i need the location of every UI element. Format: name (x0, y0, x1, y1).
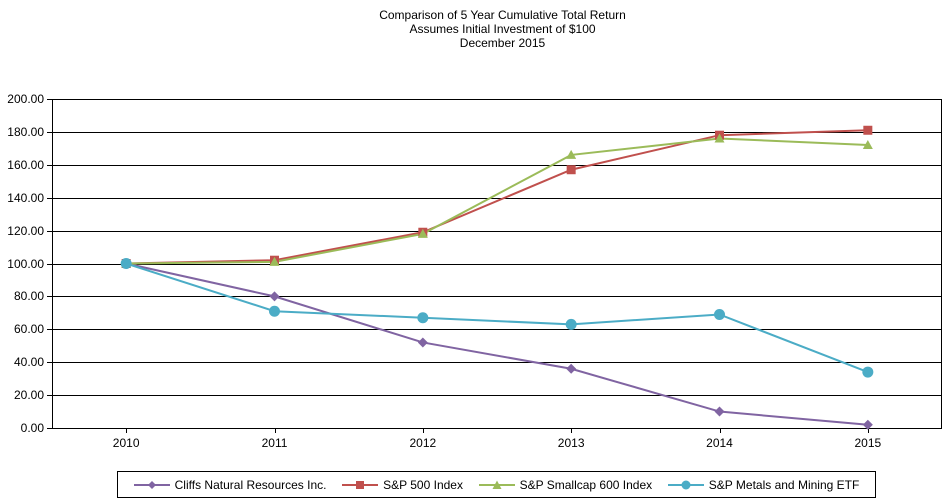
y-axis-tick-label: 160.00 (7, 157, 44, 172)
data-point-marker (714, 406, 725, 417)
data-point-marker (269, 305, 280, 317)
legend-item-label: S&P 500 Index (383, 477, 463, 492)
x-axis-tick-label: 2014 (706, 436, 733, 450)
legend-item-label: Cliffs Natural Resources Inc. (174, 477, 327, 492)
y-axis-tick-label: 120.00 (7, 223, 44, 238)
y-axis-tick-label: 140.00 (7, 190, 44, 205)
data-point-marker (417, 228, 428, 238)
legend-marker-diamond-icon (133, 480, 170, 489)
series-line (126, 137, 868, 265)
y-axis-tick-label: 20.00 (13, 388, 44, 403)
data-point-marker (566, 363, 577, 374)
data-point-marker (863, 125, 873, 135)
x-axis-tick-label: 2011 (261, 436, 288, 450)
legend-marker-triangle-icon (478, 480, 515, 489)
data-point-marker (565, 318, 577, 330)
legend-item: S&P Smallcap 600 Index (478, 477, 653, 492)
data-point-marker (566, 149, 577, 159)
chart-title-line-1: Comparison of 5 Year Cumulative Total Re… (379, 8, 626, 22)
legend: Cliffs Natural Resources Inc. S&P 500 Ind… (117, 471, 876, 498)
data-point-marker (120, 258, 132, 269)
data-point-marker (862, 140, 873, 150)
y-axis-tick-label: 200.00 (7, 92, 44, 106)
chart-title-line-2: Assumes Initial Investment of $100 (409, 22, 596, 36)
data-point-marker (714, 308, 725, 320)
y-axis-tick-label: 100.00 (7, 256, 44, 271)
x-axis-tick-label: 2012 (409, 436, 437, 450)
legend-item: S&P 500 Index (342, 478, 463, 492)
y-axis-tick-label: 0.00 (20, 421, 44, 435)
x-axis-tick-label: 2010 (112, 436, 140, 450)
data-point-marker (269, 256, 280, 266)
series-line (125, 262, 868, 426)
chart-title-line-3: December 2015 (459, 36, 546, 50)
series-line (126, 129, 868, 265)
y-axis-tick-label: 60.00 (13, 322, 44, 337)
data-point-marker (862, 366, 874, 378)
legend-item: Cliffs Natural Resources Inc. (133, 477, 327, 492)
legend-item-label: S&P Smallcap 600 Index (519, 477, 653, 492)
y-axis-tick-label: 80.00 (13, 289, 44, 304)
data-point-marker (417, 312, 429, 324)
data-point-marker (417, 337, 428, 348)
y-axis-tick-label: 40.00 (13, 355, 44, 370)
data-point-marker (714, 133, 725, 143)
y-axis-tick-label: 180.00 (7, 124, 44, 139)
data-point-marker (566, 165, 576, 175)
chart-title: Comparison of 5 Year Cumulative Total Re… (58, 8, 947, 50)
data-point-marker (862, 419, 873, 430)
series-line (125, 262, 869, 374)
legend-item: S&P Metals and Mining ETF (667, 477, 860, 492)
legend-marker-circle-icon (667, 480, 704, 489)
x-axis-tick-label: 2015 (854, 436, 882, 450)
legend-marker-square-icon (342, 480, 379, 489)
x-axis-tick-label: 2013 (557, 436, 585, 450)
data-point-marker (269, 291, 280, 302)
legend-item-label: S&P Metals and Mining ETF (708, 477, 860, 492)
